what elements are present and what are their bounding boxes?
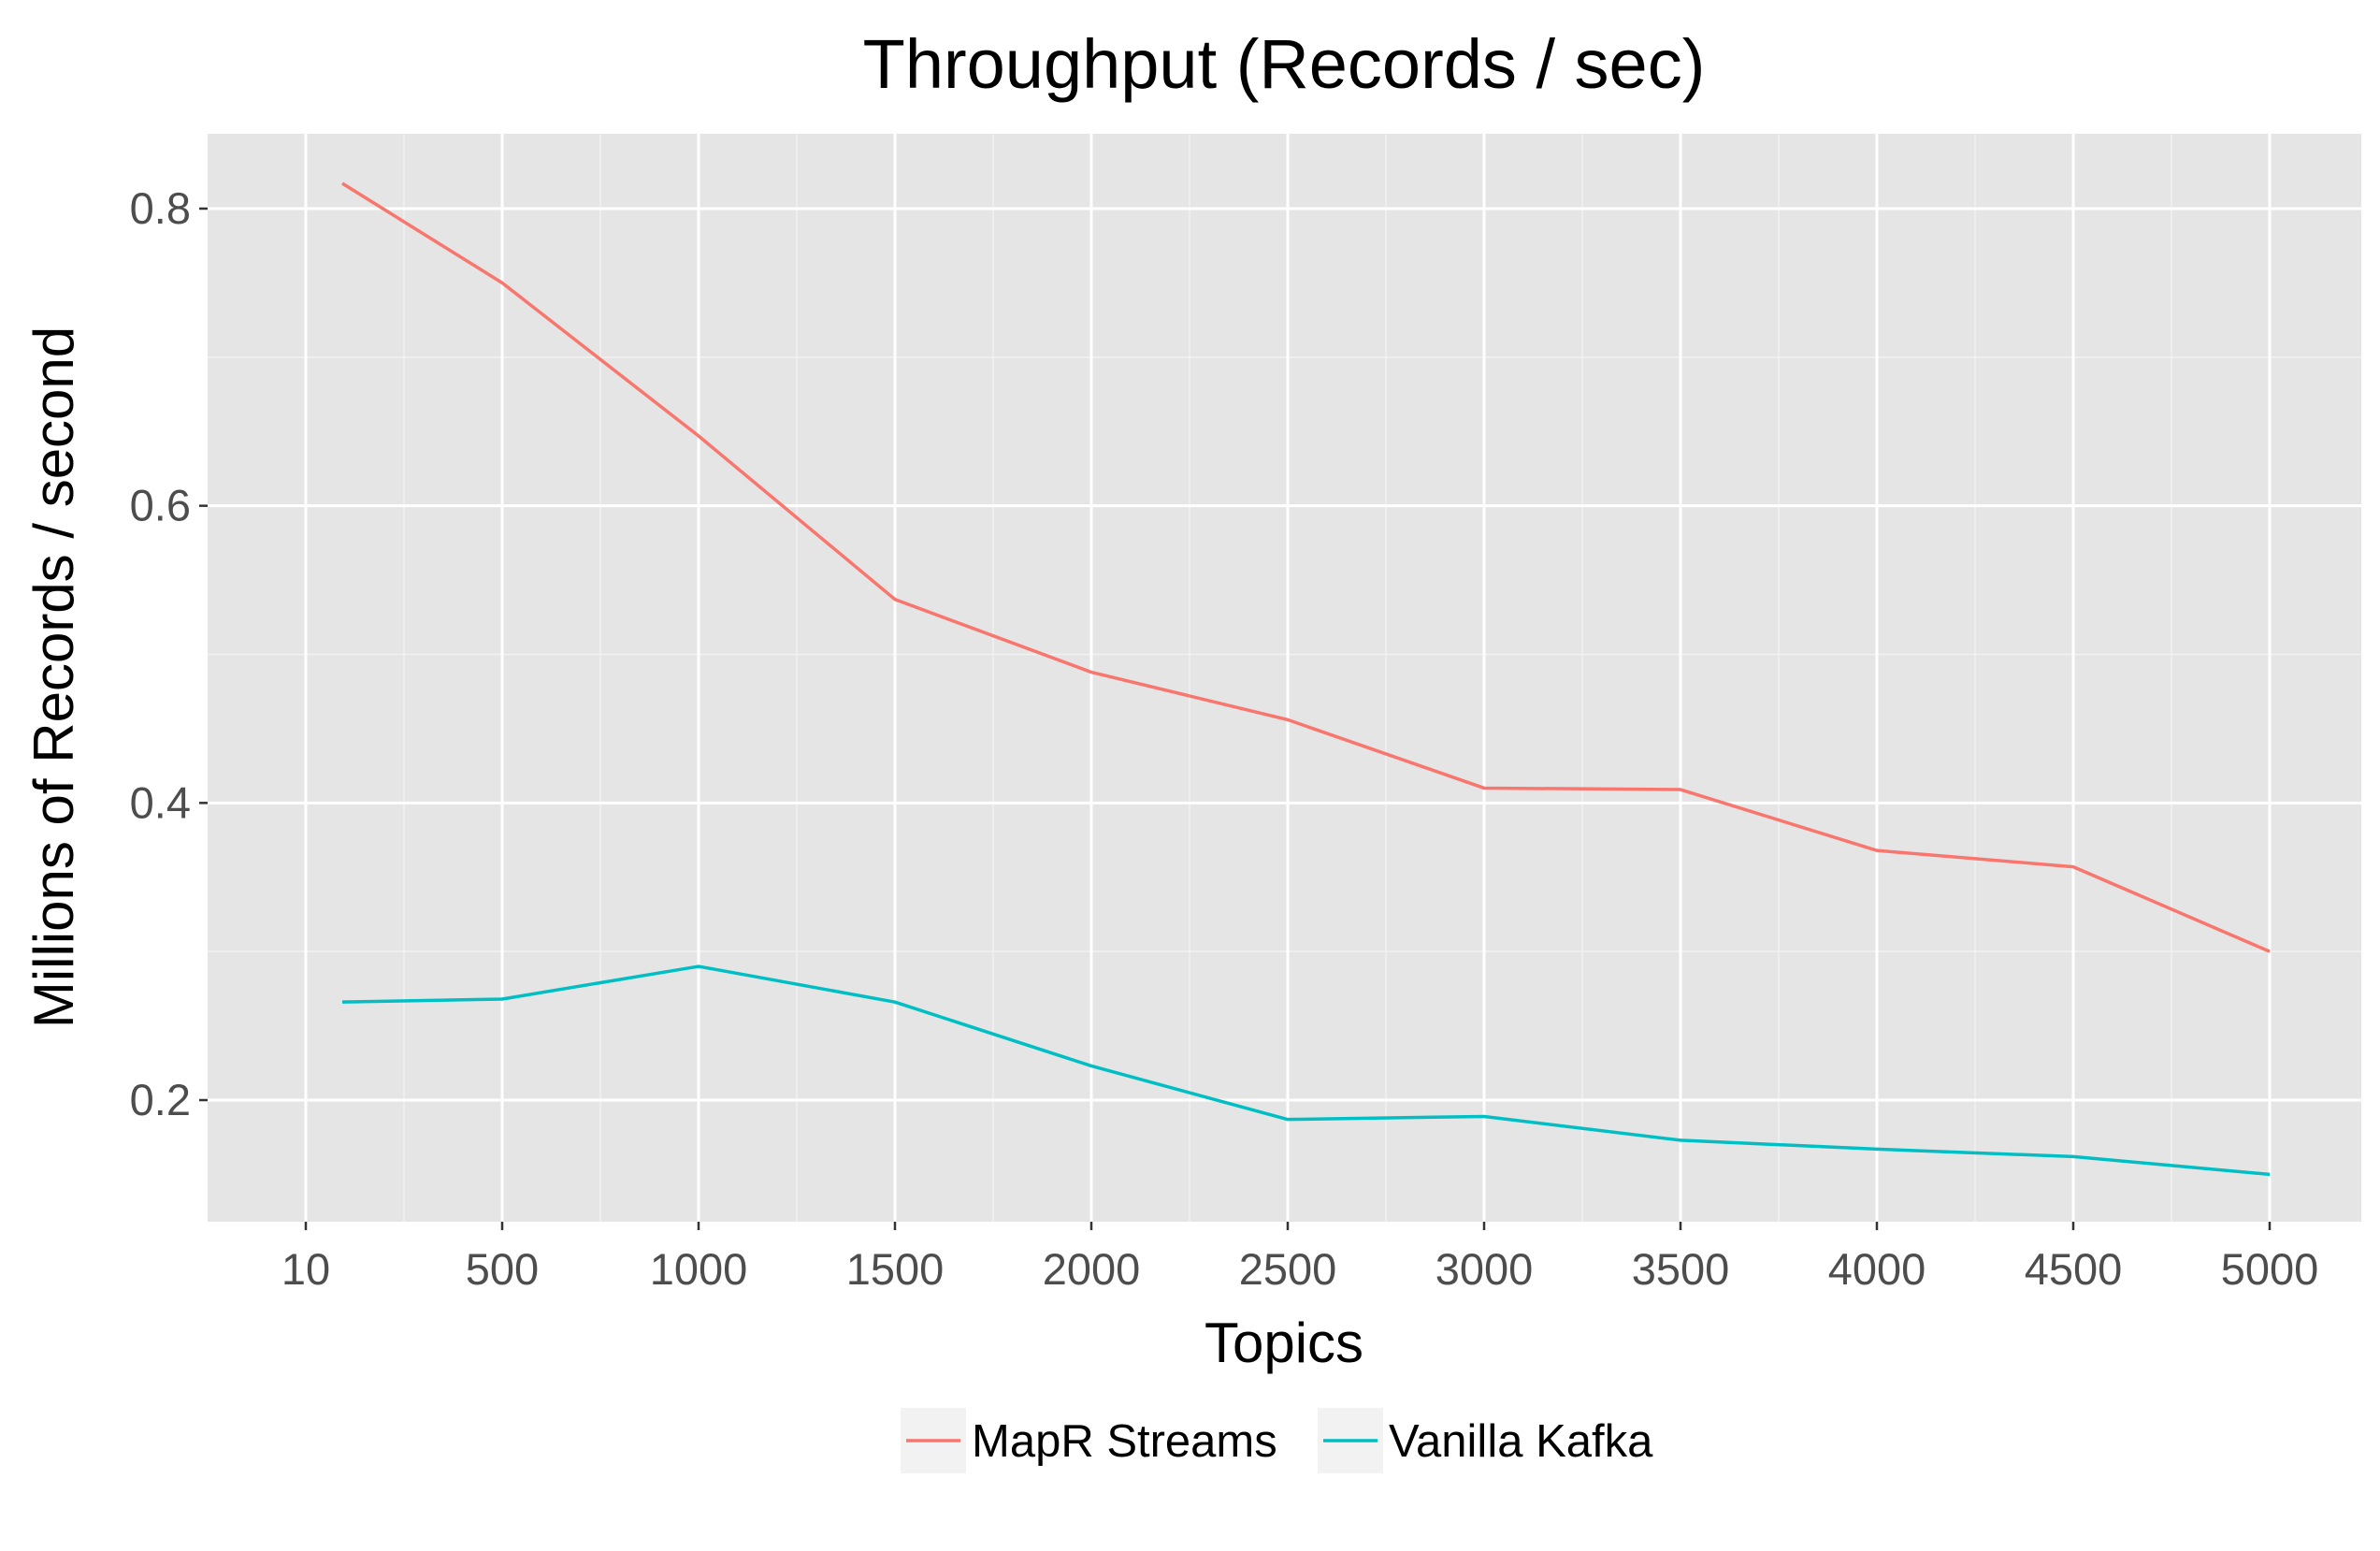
legend-label: Vanilla Kafka [1389,1416,1653,1467]
y-axis-title: Millions of Records / second [22,326,85,1028]
major-grid [208,134,2361,1222]
y-tick-label: 0.8 [130,183,191,233]
plot-panel [208,134,2361,1222]
x-tick-label: 2500 [1239,1244,1337,1294]
axes: 10 500 1000 1500 2000 2500 3000 3500 4000 4500 500… [130,183,2319,1294]
series-line [341,964,2271,1177]
chart-title: Throughput (Records / sec) [863,25,1706,103]
y-tick-label: 0.2 [130,1075,191,1124]
x-tick-label: 10 [281,1244,330,1294]
x-axis-title: Topics [1204,1312,1363,1374]
series-line [341,181,2271,953]
x-tick-label: 1500 [846,1244,945,1294]
minor-grid [208,134,2361,1222]
x-tick-label: 5000 [2221,1244,2319,1294]
x-tick-label: 4000 [1828,1244,1926,1294]
x-tick-label: 3500 [1632,1244,1730,1294]
y-tick-label: 0.6 [130,481,191,530]
x-tick-label: 1000 [650,1244,748,1294]
x-tick-label: 3000 [1435,1244,1534,1294]
x-tick-label: 500 [466,1244,539,1294]
y-tick-label: 0.4 [130,777,191,827]
x-tick-label: 2000 [1043,1244,1141,1294]
legend-label: MapR Streams [972,1416,1277,1467]
x-tick-label: 4500 [2025,1244,2123,1294]
legend: MapR Streams Vanilla Kafka [901,1408,1653,1473]
series-lines [341,181,2271,1177]
